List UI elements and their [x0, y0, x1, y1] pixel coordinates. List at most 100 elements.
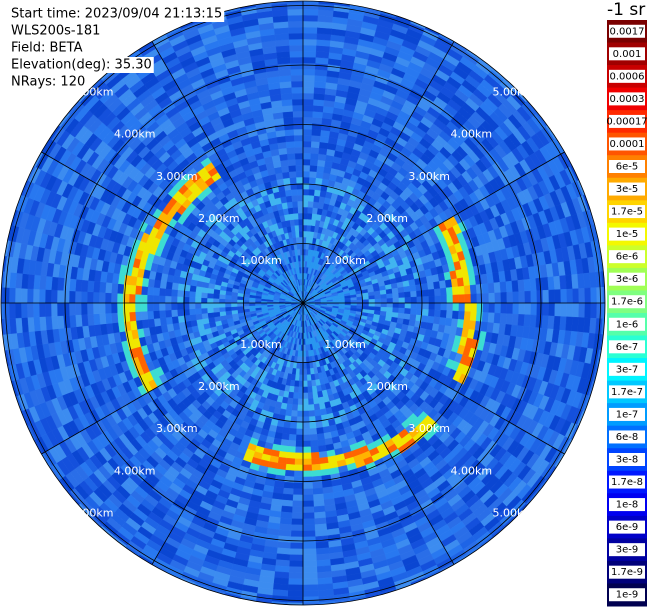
- range-gate: [434, 302, 442, 311]
- range-gate: [311, 385, 318, 393]
- range-gate: [176, 309, 184, 317]
- range-gate: [302, 134, 313, 142]
- range-gate: [295, 434, 304, 442]
- range-gate: [311, 122, 323, 131]
- range-gate: [294, 452, 304, 460]
- range-gate: [116, 293, 124, 304]
- range-gate: [8, 302, 16, 319]
- range-gate: [302, 146, 312, 154]
- range-gate: [288, 164, 297, 172]
- range-gate: [26, 302, 34, 318]
- range-gate: [506, 302, 514, 315]
- range-gate: [117, 283, 125, 294]
- range-gate: [206, 302, 214, 309]
- range-gate: [134, 302, 142, 313]
- range-gate: [293, 212, 299, 220]
- range-gate: [140, 294, 148, 304]
- range-gate: [302, 110, 314, 118]
- range-gate: [488, 302, 496, 314]
- range-gate: [310, 457, 321, 466]
- range-gate: [110, 302, 118, 314]
- range-gate: [434, 309, 442, 318]
- range-gate: [218, 302, 226, 308]
- range-gate: [312, 487, 324, 495]
- range-gate: [541, 315, 549, 329]
- range-gate: [194, 308, 202, 315]
- range-gate: [288, 572, 304, 580]
- range-gate: [308, 410, 316, 418]
- range-gate: [285, 457, 296, 466]
- range-gate: [409, 314, 417, 322]
- range-gate: [171, 315, 179, 324]
- range-gate: [122, 302, 130, 313]
- range-gate: [374, 302, 382, 308]
- range-gate: [289, 219, 296, 227]
- range-gate: [317, 444, 327, 453]
- range-gate: [302, 128, 313, 136]
- range-gate: [278, 75, 292, 83]
- range-gate: [116, 302, 124, 313]
- range-gate: [505, 313, 513, 326]
- range-gate: [421, 315, 429, 323]
- range-gate: [309, 176, 317, 184]
- range-gate: [2, 302, 10, 319]
- range-gate: [297, 398, 304, 406]
- range-gate: [302, 398, 309, 406]
- range-gate: [316, 39, 331, 47]
- range-gate: [290, 536, 304, 544]
- range-gate: [57, 277, 65, 291]
- range-gate: [170, 302, 178, 311]
- range-gate: [230, 298, 238, 304]
- range-gate: [446, 302, 454, 312]
- range-gate: [499, 313, 507, 325]
- range-gate: [404, 308, 412, 315]
- range-gate: [288, 170, 297, 178]
- range-gate: [294, 446, 304, 454]
- range-gate: [288, 560, 304, 568]
- range-gate: [230, 302, 238, 308]
- range-gate: [293, 380, 300, 388]
- range-gate: [302, 98, 314, 106]
- range-gate: [164, 295, 172, 304]
- range-gate: [302, 488, 314, 496]
- range-gate: [287, 590, 304, 598]
- range-gate: [296, 188, 304, 196]
- range-gate: [282, 171, 291, 179]
- range-gate: [287, 439, 297, 448]
- range-gate: [309, 422, 317, 430]
- range-gate: [287, 20, 304, 28]
- range-gate: [302, 50, 317, 58]
- range-gate: [105, 312, 113, 324]
- range-gate: [302, 494, 314, 502]
- range-gate: [39, 275, 47, 290]
- range-gate: [283, 117, 294, 125]
- range-gate: [307, 200, 314, 208]
- range-gate: [315, 553, 331, 561]
- range-gate: [302, 530, 316, 538]
- range-gate: [292, 398, 299, 406]
- range-gate: [307, 206, 314, 214]
- range-gate: [313, 87, 326, 95]
- range-gate: [282, 111, 294, 119]
- range-gate: [298, 230, 304, 238]
- range-gate: [306, 218, 313, 226]
- range-gate: [281, 499, 293, 507]
- range-gate: [306, 368, 311, 376]
- range-gate: [2, 287, 10, 304]
- range-gate: [285, 134, 295, 143]
- range-gate: [293, 134, 304, 142]
- range-gate: [291, 92, 304, 100]
- range-gate: [284, 469, 295, 478]
- range-gate: [392, 302, 400, 309]
- range-gate: [481, 312, 489, 323]
- range-gate: [128, 302, 136, 313]
- range-gate: [410, 308, 418, 316]
- range-gate: [293, 116, 304, 124]
- range-gate: [68, 302, 76, 316]
- range-gate: [288, 434, 297, 442]
- range-gate: [194, 302, 202, 309]
- range-gate: [296, 422, 304, 430]
- range-gate: [283, 122, 295, 131]
- range-gate: [99, 281, 107, 293]
